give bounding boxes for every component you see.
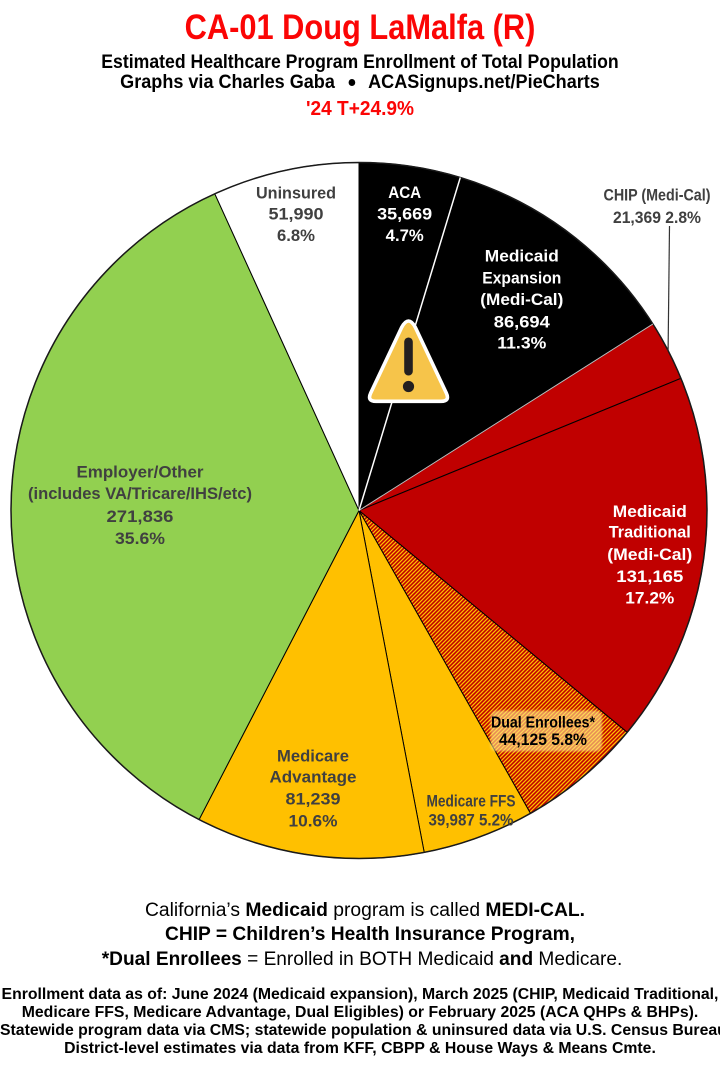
- svg-text:10.6%: 10.6%: [289, 813, 338, 831]
- svg-text:(Medi-Cal): (Medi-Cal): [480, 291, 563, 309]
- svg-text:17.2%: 17.2%: [625, 589, 674, 607]
- svg-text:Advantage: Advantage: [270, 769, 357, 787]
- svg-text:51,990: 51,990: [269, 205, 324, 223]
- svg-text:ACA: ACA: [388, 184, 421, 202]
- svg-text:Medicare FFS: Medicare FFS: [427, 792, 516, 810]
- svg-text:271,836: 271,836: [107, 508, 174, 526]
- svg-text:Uninsured: Uninsured: [256, 185, 336, 203]
- svg-text:Medicare: Medicare: [277, 748, 349, 766]
- svg-text:11.3%: 11.3%: [497, 335, 546, 353]
- svg-text:Employer/Other: Employer/Other: [77, 464, 205, 482]
- svg-text:39,987 5.2%: 39,987 5.2%: [429, 811, 514, 829]
- svg-text:86,694: 86,694: [494, 313, 551, 331]
- svg-text:21,369 2.8%: 21,369 2.8%: [613, 209, 701, 227]
- svg-text:Traditional: Traditional: [609, 524, 691, 542]
- svg-text:Expansion: Expansion: [482, 269, 561, 287]
- svg-text:6.8%: 6.8%: [277, 227, 315, 245]
- svg-text:44,125 5.8%: 44,125 5.8%: [499, 731, 587, 749]
- svg-text:35,669: 35,669: [377, 206, 432, 224]
- svg-text:4.7%: 4.7%: [386, 227, 424, 245]
- svg-text:Dual Enrollees*: Dual Enrollees*: [491, 714, 596, 731]
- svg-text:35.6%: 35.6%: [115, 530, 165, 548]
- svg-text:(Medi-Cal): (Medi-Cal): [607, 546, 692, 564]
- svg-text:CHIP (Medi-Cal): CHIP (Medi-Cal): [604, 187, 711, 205]
- svg-text:131,165: 131,165: [616, 568, 683, 586]
- svg-text:(includes VA/Tricare/IHS/etc): (includes VA/Tricare/IHS/etc): [28, 485, 252, 503]
- svg-text:Medicaid: Medicaid: [613, 503, 687, 521]
- svg-text:Medicaid: Medicaid: [485, 247, 559, 265]
- svg-text:81,239: 81,239: [286, 791, 341, 809]
